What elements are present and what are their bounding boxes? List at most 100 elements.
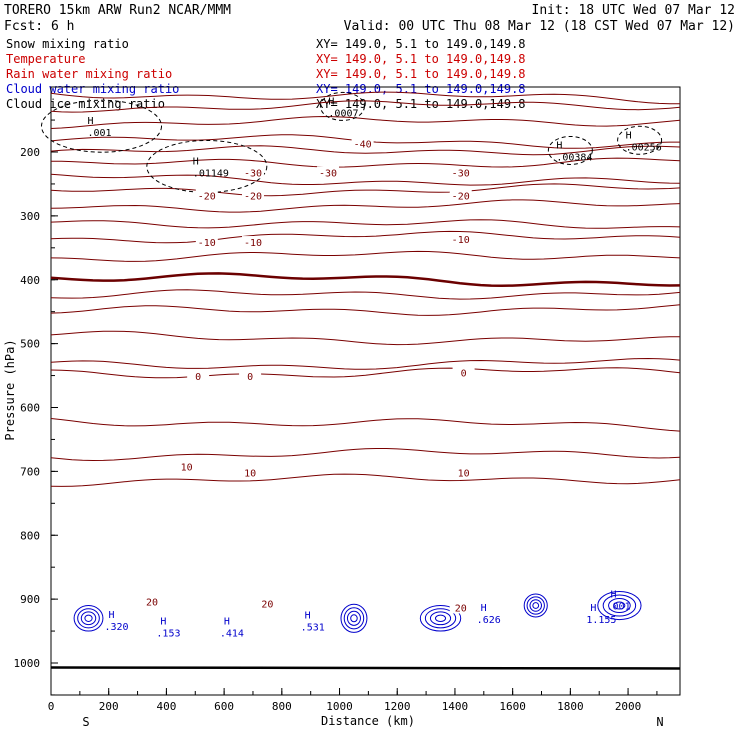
y-tick-label: 1000 [14, 657, 41, 670]
x-tick-label: 200 [99, 700, 119, 713]
temperature-label: -10 [198, 238, 216, 249]
cloud-water-contours [73, 590, 642, 633]
maximum-h: H [590, 603, 596, 614]
cloud-water-contour [602, 594, 637, 617]
legend-xy: XY= 149.0, 5.1 to 149.0,149.8 [316, 52, 526, 66]
cloud-water-contour [84, 614, 93, 622]
isotherm [50, 145, 681, 156]
cloud-water-max-label: .001 [607, 601, 631, 612]
x-tick-label: 1800 [557, 700, 584, 713]
temperature-label-bg [241, 189, 264, 202]
isotherm [50, 272, 681, 287]
cloud-water-contour [346, 610, 361, 626]
x-tick-label: 2000 [615, 700, 642, 713]
cloud-water-max-label: .626 [477, 615, 501, 626]
temperature-label-bg [452, 366, 475, 379]
temperature-label-bg [452, 466, 475, 479]
y-tick-label: 600 [20, 402, 40, 415]
legend-entry: Snow mixing ratio [6, 37, 129, 51]
temperature-label-bg [140, 595, 163, 608]
header-model: TORERO 15km ARW Run2 NCAR/MMM [4, 3, 231, 18]
plot-frame [50, 86, 681, 696]
cloud-water-contour [608, 597, 631, 614]
maximum-h: H [193, 156, 199, 167]
isotherm [50, 219, 681, 229]
cloud-ice-contour [40, 99, 162, 153]
cloud-ice-max-label: .0007 [328, 108, 358, 119]
direction-south: S [82, 715, 89, 729]
temperature-label: 20 [261, 600, 273, 611]
temperature-label-bg [449, 166, 472, 179]
y-tick-label: 700 [20, 465, 40, 478]
isotherm [50, 418, 681, 432]
maximum-h: H [305, 611, 311, 622]
temperature-label-bg [239, 370, 262, 383]
isotherm [50, 230, 681, 244]
plot-area: -40 -30 -30 -30 -20 -20 -20 -10 -10 -10 0 0 0 10 10 10 2… [40, 86, 681, 696]
temperature-label: -20 [198, 191, 216, 202]
temperature-labels: -40 -30 -30 -30 -20 -20 -20 -10 -10 -10 0 0 0 10 10 10 2… [140, 137, 475, 614]
legend-entry: Rain water mixing ratio [6, 67, 172, 81]
cloud-water-contour [532, 602, 540, 609]
maximum-h: H [626, 130, 632, 141]
temperature-label-bg [195, 189, 218, 202]
temperature-label-bg [187, 370, 210, 383]
y-tick-label: 200 [20, 146, 40, 159]
cloud-water-contour [613, 601, 626, 610]
cloud-ice-max-label: .00384 [556, 152, 592, 163]
temperature-label-bg [256, 597, 279, 610]
legend-entry: Cloud water mixing ratio [6, 82, 179, 96]
isotherm [50, 100, 681, 113]
y-axis-label: Pressure (hPa) [3, 339, 17, 440]
cloud-water-contour [424, 608, 457, 629]
cloud-water-contour [73, 605, 104, 632]
temperature-label: 20 [146, 598, 158, 609]
cloud-water-contour [350, 614, 358, 623]
cloud-water-max-label: 1.155 [586, 615, 616, 626]
temperature-label: -30 [319, 168, 337, 179]
isotherm [50, 473, 681, 487]
temperature-label: 10 [458, 469, 470, 480]
cloud-water-contour [529, 599, 543, 612]
cloud-ice-contour [547, 135, 593, 165]
maximum-h: H [611, 589, 617, 600]
temperature-label: -20 [244, 191, 262, 202]
cloud-ice-contour [319, 91, 365, 121]
x-axis-label: Distance (km) [321, 714, 415, 728]
isotherm [50, 250, 681, 262]
direction-north: N [656, 715, 663, 729]
cloud-water-contour [597, 590, 642, 621]
cloud-water-contour [419, 605, 462, 632]
y-tick-label: 500 [20, 338, 40, 351]
isotherm [50, 367, 681, 379]
cloud-ice-max-label: .00256 [626, 142, 662, 153]
y-tick-label: 800 [20, 529, 40, 542]
temperature-label: 0 [461, 368, 467, 379]
x-tick-label: 1600 [499, 700, 526, 713]
x-axis: 0 200 400 600 800 1000 1200 1400 1600 1800 2000 [48, 688, 658, 713]
legend-xy: XY= 149.0, 5.1 to 149.0,149.8 [316, 37, 526, 51]
cloud-water-max-label: .320 [104, 622, 128, 633]
maximum-h: H [481, 603, 487, 614]
temperature-label: -20 [452, 191, 470, 202]
temperature-label-bg [175, 460, 198, 473]
isotherm [50, 91, 680, 105]
temperature-label-bg [241, 236, 264, 249]
y-axis: 200 300 400 500 600 700 800 900 1000 [14, 119, 58, 696]
temperature-label: -30 [244, 168, 262, 179]
temperature-label: -10 [452, 235, 470, 246]
cloud-water-contour [429, 611, 452, 626]
isotherm [50, 357, 681, 370]
cloud-ice-max-label: .001 [87, 128, 111, 139]
x-tick-label: 1000 [326, 700, 353, 713]
maximum-h: H [224, 616, 230, 627]
isotherm [50, 289, 681, 300]
isotherm [50, 330, 681, 346]
cloud-water-contour [434, 614, 447, 622]
legend: Snow mixing ratio XY= 149.0, 5.1 to 149.0… [6, 37, 526, 111]
maximum-h: H [160, 616, 166, 627]
cloud-ice-contour [617, 125, 663, 155]
isotherm [50, 173, 681, 186]
cloud-water-contour [340, 603, 368, 633]
